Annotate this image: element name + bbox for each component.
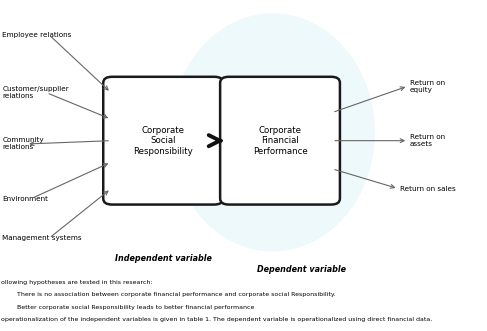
Text: Corporate
Social
Responsibility: Corporate Social Responsibility [133, 126, 193, 156]
Text: Employee relations: Employee relations [2, 32, 72, 38]
Text: Better corporate social Responsibility leads to better financial performance: Better corporate social Responsibility l… [1, 305, 254, 310]
Text: Community
relations: Community relations [2, 137, 44, 151]
Text: There is no association between corporate financial performance and corporate so: There is no association between corporat… [1, 292, 336, 297]
Text: Management systems: Management systems [2, 235, 82, 241]
Text: Return on sales: Return on sales [400, 186, 456, 192]
Text: Corporate
Financial
Performance: Corporate Financial Performance [253, 126, 307, 156]
Text: operationalization of the independent variables is given in table 1. The depende: operationalization of the independent va… [1, 317, 432, 322]
Text: Return on
assets: Return on assets [410, 134, 445, 147]
Text: ollowing hypotheses are tested in this research:: ollowing hypotheses are tested in this r… [1, 280, 152, 285]
Text: Environment: Environment [2, 196, 48, 202]
Text: Customer/supplier
relations: Customer/supplier relations [2, 86, 69, 99]
Text: Return on
equity: Return on equity [410, 79, 445, 93]
Text: Dependent variable: Dependent variable [258, 265, 346, 274]
Ellipse shape [170, 13, 375, 252]
Text: Independent variable: Independent variable [115, 254, 211, 263]
FancyBboxPatch shape [103, 77, 223, 205]
FancyBboxPatch shape [220, 77, 340, 205]
